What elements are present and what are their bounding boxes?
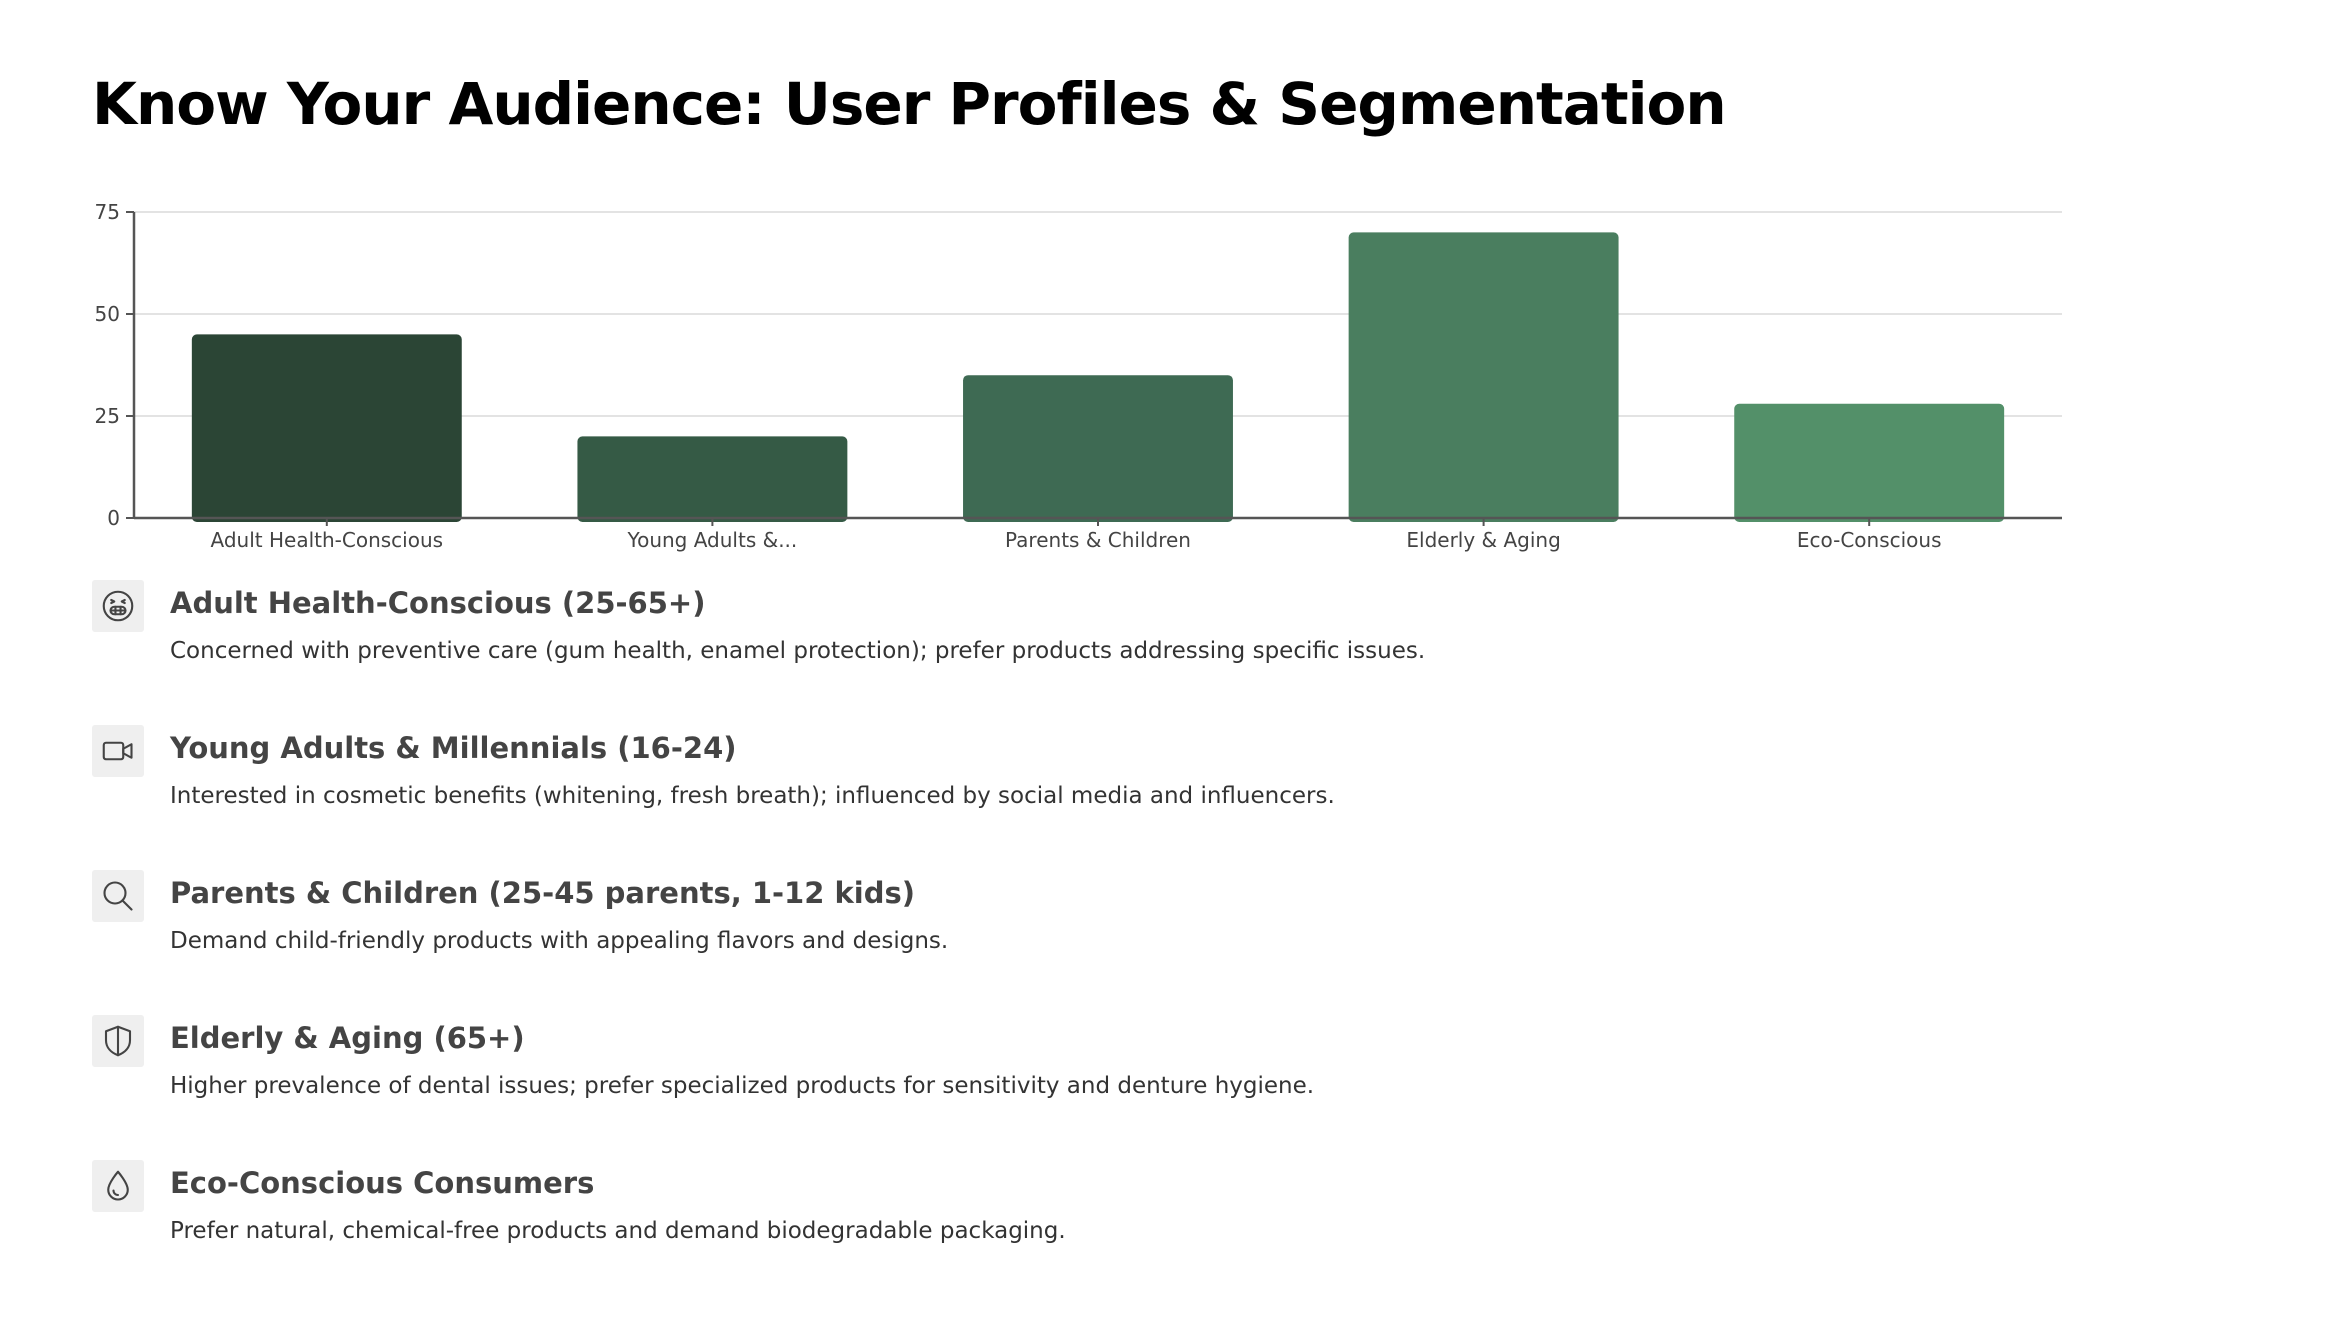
segment-title: Elderly & Aging (65+) xyxy=(170,1021,525,1055)
segment-description: Concerned with preventive care (gum heal… xyxy=(170,638,1426,664)
segment-title: Eco-Conscious Consumers xyxy=(170,1166,595,1200)
bars xyxy=(191,232,2005,522)
x-tick-label: Elderly & Aging xyxy=(1406,528,1560,552)
y-tick-label: 25 xyxy=(95,404,120,428)
video-camera-icon xyxy=(92,725,144,777)
x-tick-label: Adult Health-Conscious xyxy=(211,528,444,552)
tick-labels: 0 25 50 75 Adult Health-Conscious Young Adult… xyxy=(95,200,1942,552)
bar xyxy=(1348,232,1619,522)
segment-item-elderly-aging: Elderly & Aging (65+) Higher prevalence … xyxy=(92,1015,2092,1160)
bar xyxy=(1734,403,2005,522)
segment-list: Adult Health-Conscious (25-65+) Concerne… xyxy=(92,580,2092,1305)
search-icon xyxy=(92,870,144,922)
page-title: Know Your Audience: User Profiles & Segm… xyxy=(92,70,1727,138)
bar xyxy=(191,334,462,522)
y-tick-label: 50 xyxy=(95,302,120,326)
segment-description: Higher prevalence of dental issues; pref… xyxy=(170,1073,1315,1099)
segment-description: Interested in cosmetic benefits (whiteni… xyxy=(170,783,1335,809)
y-tick-label: 75 xyxy=(95,200,120,224)
segment-title: Parents & Children (25-45 parents, 1-12 … xyxy=(170,876,915,910)
y-tick-label: 0 xyxy=(107,506,120,530)
shield-icon xyxy=(92,1015,144,1067)
bar xyxy=(963,375,1233,522)
x-tick-label: Parents & Children xyxy=(1005,528,1191,552)
water-drop-icon xyxy=(92,1160,144,1212)
audience-bar-chart: 0 25 50 75 Adult Health-Conscious Young Adult… xyxy=(95,200,2062,552)
x-tick-label: Eco-Conscious xyxy=(1797,528,1942,552)
segment-item-adult-health: Adult Health-Conscious (25-65+) Concerne… xyxy=(92,580,2092,725)
segment-item-parents-children: Parents & Children (25-45 parents, 1-12 … xyxy=(92,870,2092,1015)
axes xyxy=(126,211,2062,526)
segment-item-eco-conscious: Eco-Conscious Consumers Prefer natural, … xyxy=(92,1160,2092,1305)
segment-title: Adult Health-Conscious (25-65+) xyxy=(170,586,706,620)
segment-description: Prefer natural, chemical-free products a… xyxy=(170,1218,1066,1244)
segment-description: Demand child-friendly products with appe… xyxy=(170,928,949,954)
segment-item-young-adults: Young Adults & Millennials (16-24) Inter… xyxy=(92,725,2092,870)
bar xyxy=(577,436,848,522)
x-tick-label: Young Adults &... xyxy=(627,528,798,552)
grinning-face-icon xyxy=(92,580,144,632)
segment-title: Young Adults & Millennials (16-24) xyxy=(170,731,737,765)
